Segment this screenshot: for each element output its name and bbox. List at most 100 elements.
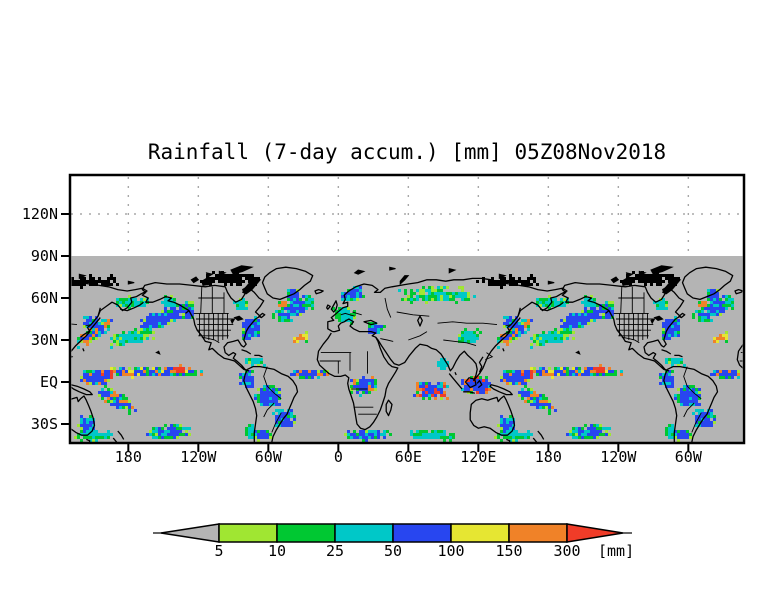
grid-lines <box>71 177 743 441</box>
coastline <box>141 281 265 372</box>
lon-tick-label: 180 <box>535 448 562 466</box>
rain-pixels-b <box>80 286 737 442</box>
political-border <box>352 311 362 316</box>
coastline <box>71 395 96 436</box>
coastline <box>667 365 719 443</box>
colorbar-segment <box>450 523 510 543</box>
island-landmass <box>621 277 635 286</box>
island-landmass <box>610 276 620 284</box>
coastline <box>476 379 483 389</box>
coastline <box>60 357 64 372</box>
coastline <box>254 354 263 358</box>
lon-tick-label: 60W <box>255 448 283 466</box>
lon-tick-label: 180 <box>115 448 142 466</box>
coastline <box>464 377 477 389</box>
island-landmass <box>218 270 227 277</box>
political-border <box>621 336 640 344</box>
political-border <box>201 336 220 344</box>
coastline <box>82 348 85 352</box>
colorbar-level-label: 25 <box>326 542 344 560</box>
coastline <box>661 349 672 355</box>
coastline <box>681 266 734 301</box>
political-border <box>345 318 351 321</box>
colorbar-level-label: 300 <box>553 542 580 560</box>
island-landmass <box>775 270 784 274</box>
island-landmass <box>230 318 236 325</box>
political-border <box>437 321 498 326</box>
coastline <box>748 278 784 380</box>
coastline <box>385 399 393 417</box>
coastline <box>80 317 101 338</box>
lon-tick-label: 120W <box>600 448 637 466</box>
island-landmass <box>233 315 244 321</box>
coastline <box>120 301 144 312</box>
coastline <box>363 319 378 326</box>
island-landmass <box>638 270 647 277</box>
coastline <box>478 356 484 373</box>
coastline <box>247 365 299 443</box>
coastline <box>448 373 463 390</box>
political-border <box>71 355 74 358</box>
coastline <box>532 437 538 443</box>
lon-tick-label: 120E <box>460 448 496 466</box>
island-landmass <box>650 265 674 275</box>
map-data-layer <box>0 256 784 443</box>
coastline <box>506 438 511 443</box>
island-landmass <box>353 269 366 275</box>
political-border <box>443 339 477 347</box>
political-border <box>0 312 9 316</box>
coastline <box>502 348 505 352</box>
political-border <box>408 331 428 341</box>
rain-pixels-k <box>71 271 680 289</box>
coastline <box>112 437 118 443</box>
island-landmass <box>625 272 634 278</box>
island-landmass <box>575 350 581 355</box>
coastline <box>35 372 36 375</box>
political-border <box>200 286 203 314</box>
coastline <box>261 266 314 301</box>
colorbar: 5 10 25 50 100 150 300 <box>153 523 632 560</box>
colorbar-segment <box>508 523 568 543</box>
political-border <box>384 297 392 318</box>
political-border <box>0 332 7 340</box>
lat-tick-label: 90N <box>31 247 58 265</box>
island-landmass <box>389 266 396 271</box>
political-border <box>263 402 275 418</box>
island-landmass <box>78 273 87 280</box>
coastline <box>314 288 324 295</box>
colorbar-level-label: 10 <box>268 542 286 560</box>
colorbar-overflow-arrow <box>566 523 624 543</box>
coastline <box>326 304 331 310</box>
coastline <box>663 369 678 443</box>
political-border <box>772 312 781 315</box>
colorbar-level-label: 50 <box>384 542 402 560</box>
political-border <box>271 412 282 433</box>
coastline <box>71 384 93 396</box>
lat-tick-label: 60N <box>31 289 58 307</box>
coastline <box>537 430 545 440</box>
lat-tick-label: 120N <box>22 205 58 223</box>
political-border <box>396 311 430 317</box>
political-border <box>765 319 770 320</box>
coastline <box>469 395 516 436</box>
island-landmass <box>127 280 135 285</box>
coastline <box>747 305 751 309</box>
coastline <box>561 281 685 372</box>
coastline <box>734 288 743 295</box>
coastline <box>185 310 190 314</box>
coastline <box>489 384 513 396</box>
colorbar-segment <box>392 523 452 543</box>
island-landmass <box>653 315 664 321</box>
island-landmass <box>155 350 161 355</box>
political-border <box>485 352 494 361</box>
island-landmass <box>230 265 254 275</box>
axis-ticks-and-labels: 120N 90N 60N 30N EQ 30S 180 120W 60W 0 60E 120E 180 1… <box>22 205 703 466</box>
colorbar-unit-label: [mm] <box>598 542 634 560</box>
island-landmass <box>205 272 214 278</box>
lat-tick-label: EQ <box>40 373 58 391</box>
coastline <box>86 438 91 443</box>
political-border <box>505 324 512 327</box>
colorbar-segment <box>218 523 278 543</box>
colorbar-level-label: 150 <box>495 542 522 560</box>
